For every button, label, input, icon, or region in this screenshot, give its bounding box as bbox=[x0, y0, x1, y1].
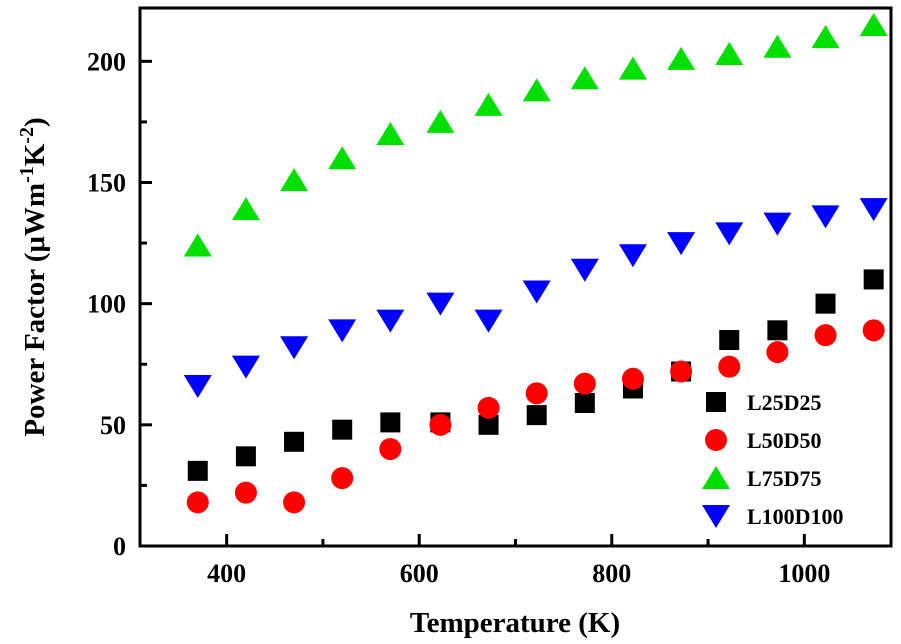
data-point bbox=[283, 491, 306, 514]
data-point bbox=[763, 34, 792, 58]
data-point bbox=[815, 293, 836, 314]
legend-item: L50D50 bbox=[705, 428, 822, 453]
data-point bbox=[621, 367, 644, 390]
data-point bbox=[183, 375, 212, 399]
x-tick-label: 1000 bbox=[778, 559, 830, 588]
y-tick-label: 0 bbox=[113, 532, 126, 561]
data-point bbox=[474, 92, 503, 116]
y-axis-title-sup2: -2 bbox=[16, 127, 38, 144]
legend-marker bbox=[702, 466, 730, 489]
data-point bbox=[376, 309, 405, 333]
legend-label: L100D100 bbox=[747, 504, 844, 529]
data-point bbox=[859, 12, 888, 36]
data-point bbox=[379, 438, 402, 461]
data-point bbox=[331, 467, 354, 490]
y-axis-title: Power Factor (μWm-1K-2) bbox=[16, 117, 51, 436]
data-point bbox=[718, 355, 741, 378]
data-point bbox=[863, 269, 884, 290]
data-point bbox=[186, 491, 209, 514]
data-point bbox=[478, 414, 499, 435]
data-point bbox=[522, 280, 551, 304]
data-point bbox=[570, 258, 599, 282]
data-point bbox=[719, 330, 740, 351]
data-point bbox=[618, 56, 647, 80]
data-point bbox=[183, 233, 212, 257]
y-ticks: 0 50 100 150 200 bbox=[87, 47, 152, 561]
data-point bbox=[429, 413, 452, 436]
y-axis-title-sup1: -1 bbox=[16, 166, 38, 183]
data-point bbox=[234, 481, 257, 504]
data-point bbox=[814, 324, 837, 347]
x-tick-label: 800 bbox=[592, 559, 631, 588]
legend-marker bbox=[702, 505, 730, 528]
x-tick-label: 400 bbox=[207, 559, 246, 588]
y-axis-title-base: Power Factor (μWm bbox=[19, 183, 51, 437]
data-point bbox=[332, 419, 353, 440]
data-series bbox=[183, 12, 888, 514]
data-point bbox=[715, 42, 744, 66]
y-tick-label: 200 bbox=[87, 47, 126, 76]
y-tick-label: 100 bbox=[87, 290, 126, 319]
data-point bbox=[231, 197, 260, 221]
x-tick-label: 600 bbox=[400, 559, 439, 588]
legend-item: L75D75 bbox=[702, 466, 822, 491]
data-point bbox=[766, 341, 789, 364]
data-point bbox=[670, 360, 693, 383]
data-point bbox=[667, 232, 696, 256]
legend-label: L50D50 bbox=[747, 428, 822, 453]
legend-item: L25D25 bbox=[706, 390, 822, 415]
data-point bbox=[574, 393, 595, 414]
data-point bbox=[667, 46, 696, 70]
data-point bbox=[284, 431, 305, 452]
legend-label: L75D75 bbox=[747, 466, 822, 491]
data-point bbox=[328, 319, 357, 343]
series-l100d100 bbox=[183, 198, 888, 399]
legend-marker bbox=[705, 429, 727, 451]
legend-marker bbox=[706, 392, 726, 412]
data-point bbox=[280, 336, 309, 360]
data-point bbox=[376, 122, 405, 146]
data-point bbox=[618, 244, 647, 268]
data-point bbox=[522, 78, 551, 102]
data-point bbox=[573, 372, 596, 395]
x-axis-title: Temperature (K) bbox=[410, 607, 620, 639]
data-point bbox=[328, 146, 357, 170]
data-point bbox=[763, 212, 792, 236]
legend-item: L100D100 bbox=[702, 504, 844, 529]
data-point bbox=[811, 205, 840, 229]
y-tick-label: 50 bbox=[100, 411, 126, 440]
series-l75d75 bbox=[183, 12, 888, 257]
data-point bbox=[231, 355, 260, 379]
series-l50d50 bbox=[186, 319, 885, 514]
series-l25d25 bbox=[187, 269, 884, 481]
data-point bbox=[477, 396, 500, 419]
x-ticks: 400 600 800 1000 bbox=[207, 534, 830, 588]
data-point bbox=[767, 320, 788, 341]
y-axis-title-end: ) bbox=[19, 117, 51, 127]
data-point bbox=[426, 109, 455, 133]
data-point bbox=[380, 412, 401, 433]
data-point bbox=[811, 25, 840, 49]
data-point bbox=[715, 222, 744, 246]
y-axis-title-mid: K bbox=[19, 143, 51, 166]
legend-label: L25D25 bbox=[747, 390, 822, 415]
legend: L25D25 L50D50 L75D75 L100D100 bbox=[702, 390, 844, 529]
data-point bbox=[862, 319, 885, 342]
data-point bbox=[474, 309, 503, 333]
data-point bbox=[235, 446, 256, 467]
data-point bbox=[570, 66, 599, 90]
data-point bbox=[525, 382, 548, 405]
data-point bbox=[187, 460, 208, 481]
y-tick-label: 150 bbox=[87, 168, 126, 197]
data-point bbox=[426, 292, 455, 316]
data-point bbox=[526, 405, 547, 426]
data-point bbox=[859, 198, 888, 222]
data-point bbox=[280, 168, 309, 192]
